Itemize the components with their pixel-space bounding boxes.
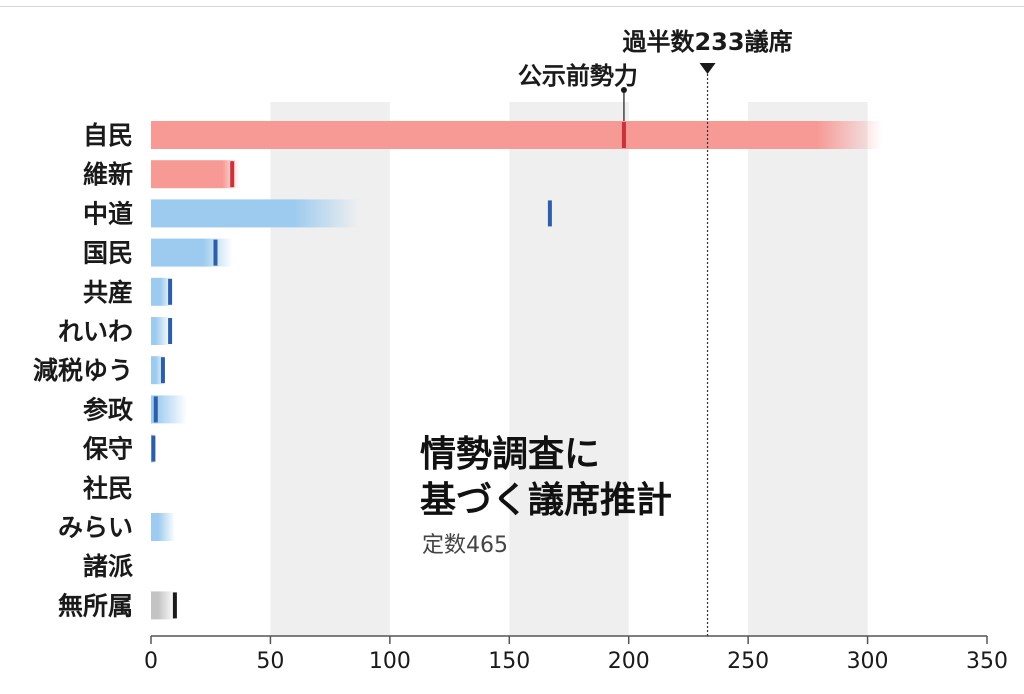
pre-strength-marker [168, 278, 173, 305]
title-line-1: 情勢調査に [420, 434, 600, 475]
pre-strength-marker [172, 592, 177, 619]
pre-strength-marker [160, 357, 165, 384]
pre-strength-marker [151, 435, 156, 462]
pre-strength-marker [153, 396, 158, 423]
shaded-band-0 [270, 102, 390, 636]
pre-strength-marker [230, 161, 235, 188]
title-line-2: 基づく議席推計 [420, 480, 672, 521]
majority-label: 過半数233議席 [622, 28, 792, 56]
x-tick-label: 350 [966, 649, 1008, 674]
bar [151, 591, 175, 620]
bar [151, 121, 882, 149]
top-rule [0, 6, 1024, 7]
title-block: 情勢調査に 基づく議席推計 定数465 [420, 434, 672, 558]
pre-strength-markers [151, 122, 626, 619]
x-axis: 0 50 100 150 200 250 300 350 [144, 635, 1008, 674]
category-label: みらい [58, 513, 133, 542]
category-label: 無所属 [58, 591, 133, 620]
pre-strength-dot-icon [620, 87, 627, 93]
category-label: 社民 [83, 474, 133, 503]
category-label: 参政 [83, 395, 134, 424]
shaded-bands [270, 102, 868, 636]
pre-strength-label: 公示前勢力 [518, 62, 638, 90]
x-tick-label: 0 [144, 649, 158, 674]
x-tick-label: 100 [369, 649, 411, 674]
category-label: 保守 [82, 435, 133, 464]
category-label: 自民 [83, 121, 133, 150]
majority-arrow-icon [699, 63, 716, 74]
bar [151, 317, 171, 345]
bar [151, 238, 233, 267]
category-label: 維新 [83, 160, 133, 189]
category-label: 諸派 [83, 552, 133, 581]
subtitle: 定数465 [422, 533, 508, 558]
pre-strength-marker [168, 318, 173, 344]
x-tick-label: 50 [256, 649, 284, 674]
category-label: れいわ [58, 317, 133, 346]
pre-strength-marker [213, 239, 218, 266]
category-label: 国民 [83, 239, 133, 268]
pre-strength-marker [547, 200, 552, 227]
x-tick-label: 300 [847, 649, 889, 674]
annotations: 過半数233議席 公示前勢力 [518, 28, 793, 636]
shaded-band-1 [509, 102, 629, 636]
category-label: 共産 [83, 278, 133, 307]
x-tick-label: 250 [727, 649, 769, 674]
category-label: 減税ゆう [33, 356, 133, 385]
x-tick-label: 200 [608, 649, 650, 674]
bars [151, 121, 882, 620]
bar [151, 160, 240, 189]
pre-strength-marker [621, 122, 626, 148]
category-label: 中道 [83, 199, 133, 228]
bar [151, 277, 173, 306]
shaded-band-2 [748, 102, 868, 636]
bar [151, 199, 359, 228]
x-tick-label: 150 [488, 649, 530, 674]
bar [151, 513, 175, 541]
